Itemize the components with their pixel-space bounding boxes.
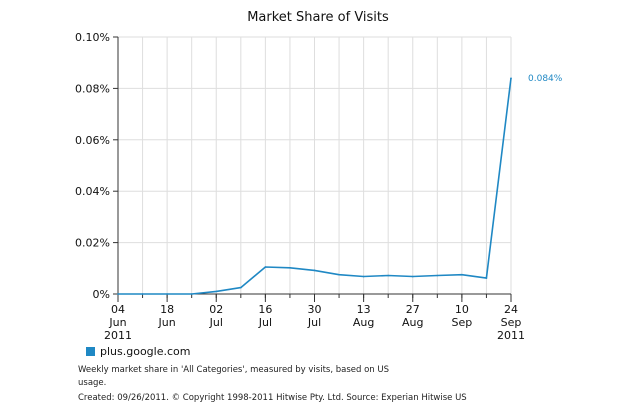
- data-point: [436, 274, 439, 277]
- end-value-label: 0.084%: [528, 74, 563, 84]
- x-tick-label: 30: [308, 303, 322, 316]
- x-tick-label: 04: [111, 303, 125, 316]
- data-point: [166, 293, 168, 295]
- y-tick-label: 0%: [93, 288, 110, 301]
- data-point: [117, 293, 119, 295]
- x-tick-label: Jun: [158, 316, 176, 329]
- x-tick-label: Jul: [307, 316, 321, 329]
- footer-description: Weekly market share in 'All Categories',…: [78, 365, 390, 388]
- y-tick-label: 0.08%: [75, 82, 110, 95]
- legend: plus.google.com: [86, 345, 190, 358]
- data-point: [387, 274, 389, 277]
- x-tick-label: Jul: [258, 316, 272, 329]
- y-tick-label: 0.06%: [75, 134, 110, 147]
- x-tick-label: 2011: [497, 329, 525, 342]
- x-tick-label: 13: [357, 303, 371, 316]
- data-point: [240, 286, 242, 289]
- data-point: [289, 266, 291, 269]
- data-point: [264, 266, 267, 268]
- x-tick-label: 18: [160, 303, 174, 316]
- data-point: [313, 269, 316, 272]
- data-point: [190, 293, 193, 295]
- data-point: [510, 77, 512, 79]
- x-tick-label: Sep: [501, 316, 522, 329]
- x-tick-label: Aug: [402, 316, 423, 329]
- legend-label: plus.google.com: [100, 345, 191, 358]
- x-tick-label: Aug: [353, 316, 374, 329]
- y-tick-label: 0.10%: [75, 31, 110, 44]
- x-tick-label: 16: [258, 303, 272, 316]
- x-tick-label: Jul: [209, 316, 223, 329]
- x-tick-label: 27: [406, 303, 420, 316]
- y-axis-ticks: 0% 0.02% 0.04% 0.06% 0.08% 0.10%: [75, 31, 118, 301]
- x-tick-label: 02: [209, 303, 223, 316]
- data-point: [215, 290, 218, 293]
- x-axis-ticks: 04Jun201118Jun02Jul16Jul30Jul13Aug27Aug1…: [104, 294, 525, 342]
- data-point: [461, 273, 463, 276]
- x-tick-label: Sep: [452, 316, 473, 329]
- data-point: [141, 293, 144, 295]
- y-tick-label: 0.04%: [75, 185, 110, 198]
- x-tick-label: 10: [455, 303, 469, 316]
- series-layer: [117, 77, 512, 295]
- legend-swatch: [86, 347, 95, 356]
- x-tick-label: 24: [504, 303, 518, 316]
- data-labels: 0.084%: [528, 74, 563, 84]
- grid: [118, 36, 512, 294]
- footer-copyright: Created: 09/26/2011. © Copyright 1998-20…: [78, 393, 467, 403]
- data-point: [485, 277, 488, 279]
- x-tick-label: Jun: [108, 316, 126, 329]
- chart-title: Market Share of Visits: [247, 10, 389, 25]
- data-point: [362, 275, 365, 278]
- y-tick-label: 0.02%: [75, 237, 110, 250]
- data-point: [338, 273, 340, 276]
- data-point: [411, 275, 414, 278]
- x-tick-label: 2011: [104, 329, 132, 342]
